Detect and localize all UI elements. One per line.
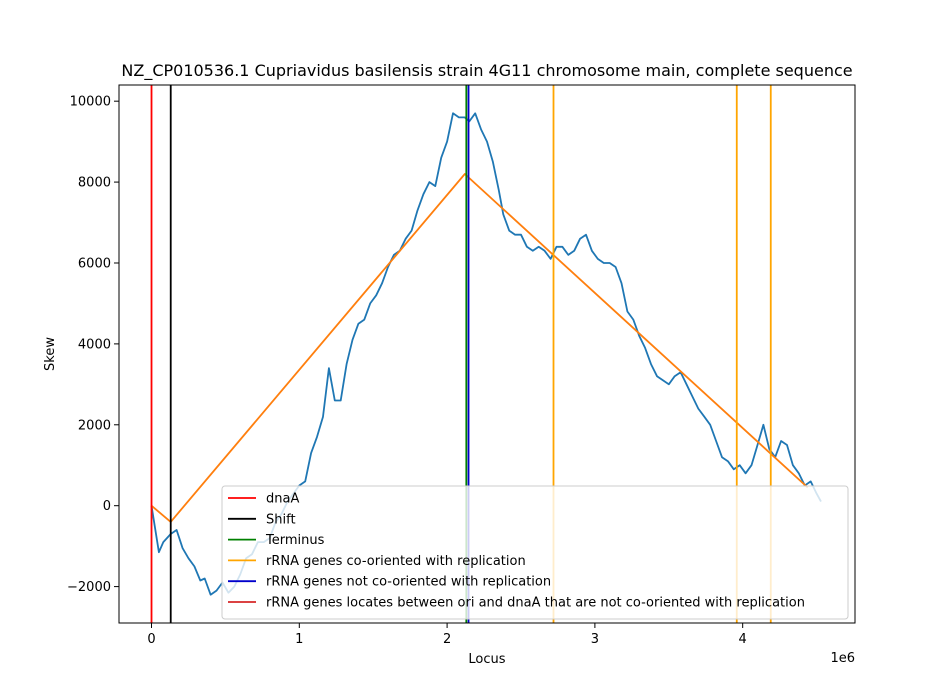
y-tick-label: 6000 xyxy=(78,256,111,271)
y-tick-label: 4000 xyxy=(78,337,111,352)
y-tick-label: 2000 xyxy=(78,418,111,433)
legend-entry: rRNA genes locates between ori and dnaA … xyxy=(266,596,805,611)
x-tick-label: 1 xyxy=(295,632,303,647)
plot-frame xyxy=(118,84,856,624)
chart-title: NZ_CP010536.1 Cupriavidus basilensis str… xyxy=(121,61,852,81)
y-tick-label: 0 xyxy=(103,499,111,514)
x-axis-label: Locus xyxy=(468,652,505,667)
legend-entry: rRNA genes not co-oriented with replicat… xyxy=(266,575,551,590)
legend-entry: Terminus xyxy=(265,533,325,548)
legend-entry: rRNA genes co-oriented with replication xyxy=(266,554,526,569)
x-axis: 0 1 2 3 4 xyxy=(147,623,747,647)
y-tick-label: 10000 xyxy=(70,95,111,110)
x-tick-label: 3 xyxy=(591,632,599,647)
series-line-1 xyxy=(150,173,809,523)
y-tick-label: 8000 xyxy=(78,176,111,191)
y-axis-label: Skew xyxy=(43,337,58,371)
x-tick-label: 2 xyxy=(443,632,451,647)
y-tick-label: −2000 xyxy=(67,580,111,595)
plot-area xyxy=(150,85,822,623)
legend-box xyxy=(221,485,849,620)
x-axis-offset-label: 1e6 xyxy=(830,651,855,666)
legend-entry: dnaA xyxy=(266,492,299,507)
legend-entry: Shift xyxy=(266,512,296,527)
x-tick-label: 4 xyxy=(739,632,747,647)
legend: dnaA Shift Terminus rRNA genes co-oriented … xyxy=(221,485,849,620)
y-axis: −2000 0 2000 4000 6000 8000 10000 xyxy=(67,95,119,595)
x-tick-label: 0 xyxy=(147,632,155,647)
